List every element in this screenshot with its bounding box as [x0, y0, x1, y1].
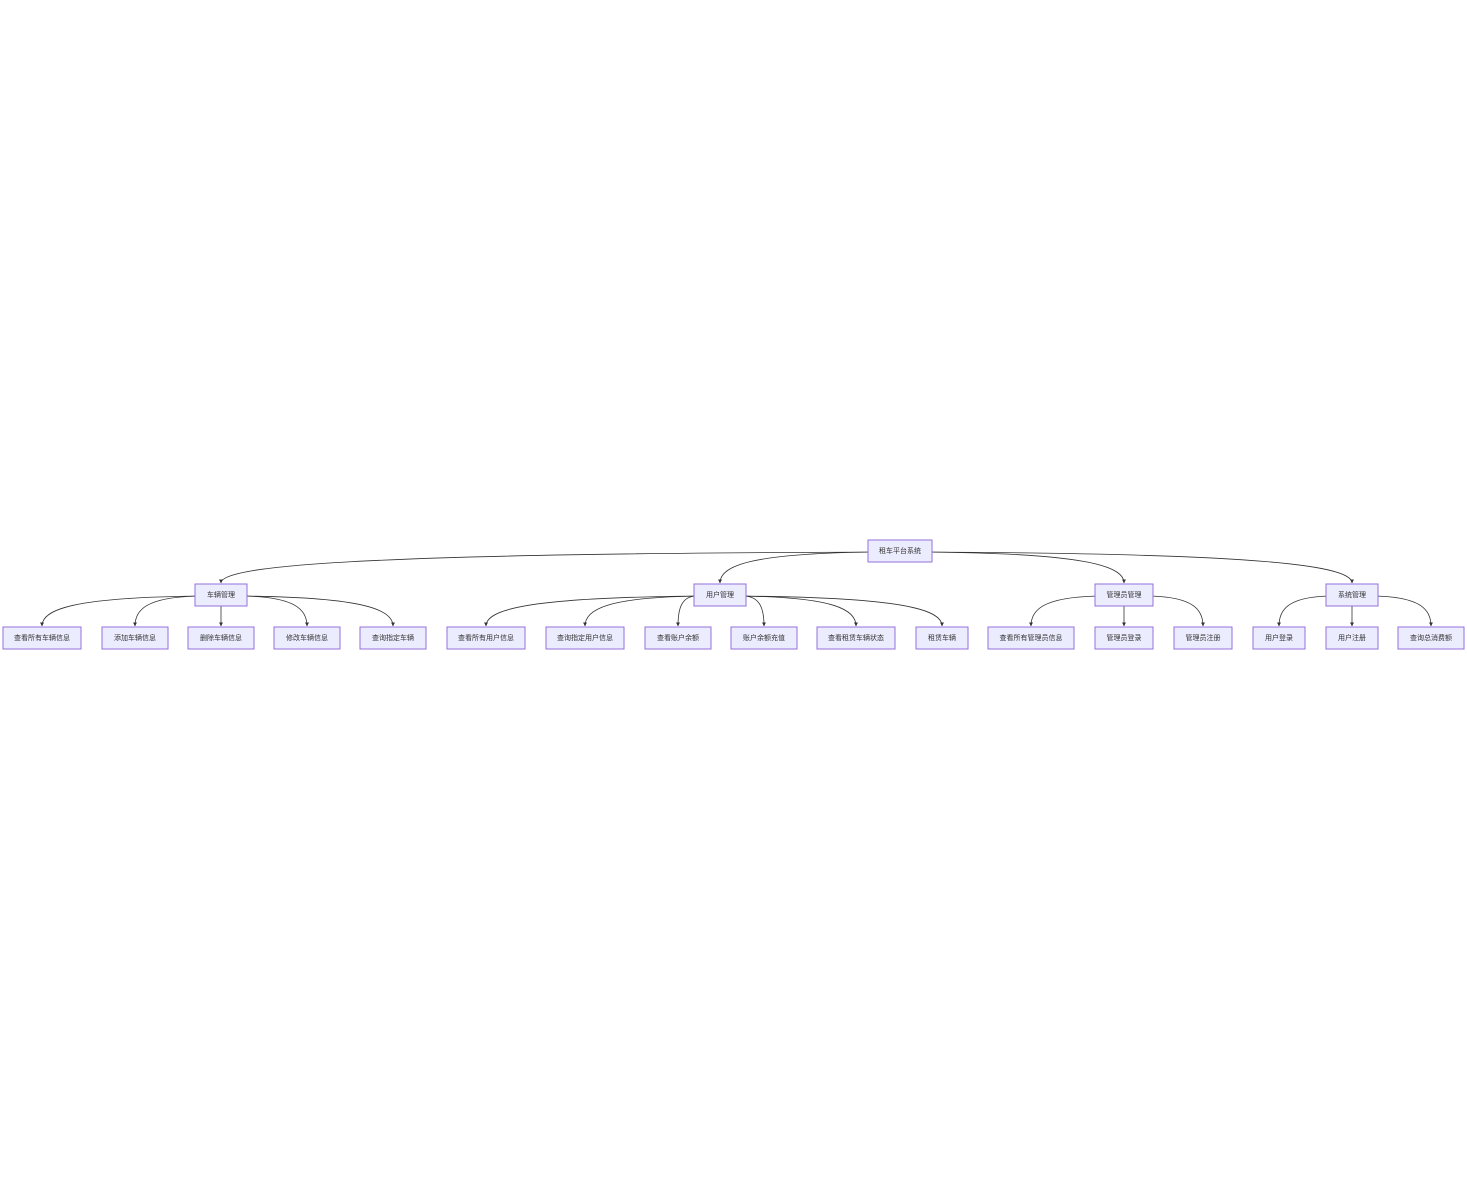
edge-sys-to-sys-1: [1277, 595, 1327, 627]
edge-user-to-user-1: [484, 595, 695, 627]
node-box: [693, 583, 747, 607]
node-label: 租赁车辆: [928, 633, 956, 642]
node-label: 账户余额充值: [743, 633, 785, 642]
edge-root-to-car: [219, 551, 869, 584]
node-label: 用户注册: [1338, 633, 1366, 642]
node-box: [1173, 626, 1233, 650]
node-label: 管理员注册: [1186, 633, 1221, 642]
node-car-3: 删除车辆信息: [187, 626, 255, 650]
node-label: 车辆管理: [207, 590, 235, 599]
node-box: [730, 626, 798, 650]
node-sys-1: 用户登录: [1252, 626, 1306, 650]
node-user-4: 账户余额充值: [730, 626, 798, 650]
node-box: [187, 626, 255, 650]
node-box: [1325, 583, 1379, 607]
node-user-5: 查看租赁车辆状态: [816, 626, 896, 650]
node-box: [816, 626, 896, 650]
node-box: [446, 626, 526, 650]
edge-car-to-car-5: [246, 595, 395, 627]
node-label: 管理员登录: [1107, 633, 1142, 642]
node-label: 查看所有管理员信息: [1000, 633, 1063, 642]
edge-sys-to-sys-3: [1377, 595, 1433, 627]
node-car-5: 查询指定车辆: [359, 626, 427, 650]
node-label: 查看所有用户信息: [458, 633, 514, 642]
node-user: 用户管理: [693, 583, 747, 607]
node-label: 用户登录: [1265, 633, 1293, 642]
node-box: [644, 626, 712, 650]
edge-car-to-car-4: [246, 595, 309, 627]
node-admin-3: 管理员注册: [1173, 626, 1233, 650]
node-box: [1325, 626, 1379, 650]
node-label: 查询总消费额: [1410, 633, 1452, 642]
edge-user-to-user-3: [676, 595, 695, 627]
node-label: 修改车辆信息: [286, 633, 328, 642]
node-label: 租车平台系统: [879, 546, 921, 555]
edge-admin-to-admin-1: [1029, 595, 1096, 627]
node-sys-3: 查询总消费额: [1397, 626, 1465, 650]
node-label: 查询指定用户信息: [557, 633, 613, 642]
edges: [40, 551, 1433, 627]
edge-car-to-car-1: [40, 595, 196, 627]
node-user-6: 租赁车辆: [915, 626, 969, 650]
node-box: [867, 539, 933, 563]
node-label: 查看所有车辆信息: [14, 633, 70, 642]
node-box: [1094, 583, 1154, 607]
node-admin: 管理员管理: [1094, 583, 1154, 607]
node-label: 添加车辆信息: [114, 633, 156, 642]
node-box: [545, 626, 625, 650]
node-sys: 系统管理: [1325, 583, 1379, 607]
node-label: 管理员管理: [1107, 590, 1142, 599]
node-user-2: 查询指定用户信息: [545, 626, 625, 650]
node-label: 系统管理: [1338, 590, 1366, 599]
edge-root-to-admin: [931, 551, 1126, 584]
node-label: 查看账户余额: [657, 633, 699, 642]
node-box: [1252, 626, 1306, 650]
node-box: [1397, 626, 1465, 650]
node-admin-2: 管理员登录: [1094, 626, 1154, 650]
node-car-1: 查看所有车辆信息: [2, 626, 82, 650]
edge-user-to-user-2: [583, 595, 695, 627]
edge-car-to-car-2: [133, 595, 196, 627]
node-box: [987, 626, 1075, 650]
node-label: 查看租赁车辆状态: [828, 633, 884, 642]
node-box: [359, 626, 427, 650]
node-user-1: 查看所有用户信息: [446, 626, 526, 650]
node-box: [101, 626, 169, 650]
node-admin-1: 查看所有管理员信息: [987, 626, 1075, 650]
edge-root-to-user: [718, 551, 869, 584]
node-car-2: 添加车辆信息: [101, 626, 169, 650]
node-box: [2, 626, 82, 650]
node-root: 租车平台系统: [867, 539, 933, 563]
edge-user-to-user-4: [745, 595, 766, 627]
edge-root-to-sys: [931, 551, 1354, 584]
node-label: 查询指定车辆: [372, 633, 414, 642]
node-user-3: 查看账户余额: [644, 626, 712, 650]
node-box: [194, 583, 248, 607]
node-box: [273, 626, 341, 650]
node-label: 用户管理: [706, 590, 734, 599]
node-box: [1094, 626, 1154, 650]
node-car-4: 修改车辆信息: [273, 626, 341, 650]
edge-admin-to-admin-3: [1152, 595, 1205, 627]
node-label: 删除车辆信息: [200, 633, 242, 642]
edge-user-to-user-6: [745, 595, 944, 627]
node-car: 车辆管理: [194, 583, 248, 607]
node-sys-2: 用户注册: [1325, 626, 1379, 650]
edge-user-to-user-5: [745, 595, 858, 627]
node-box: [915, 626, 969, 650]
